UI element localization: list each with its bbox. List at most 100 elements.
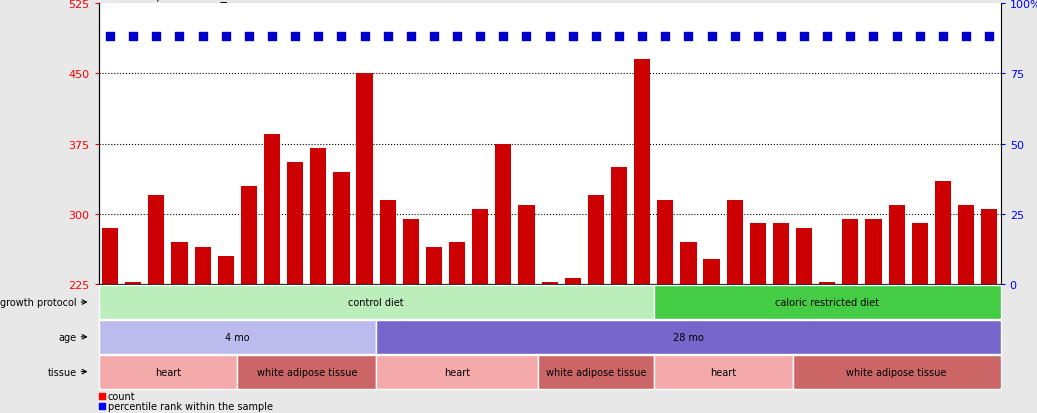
Point bbox=[333, 33, 349, 40]
Point bbox=[449, 33, 466, 40]
Point bbox=[934, 33, 951, 40]
Bar bbox=[496, 144, 511, 285]
Text: 28 mo: 28 mo bbox=[673, 332, 704, 342]
Bar bbox=[958, 205, 974, 285]
Point bbox=[171, 33, 188, 40]
Bar bbox=[634, 60, 650, 285]
Text: heart: heart bbox=[444, 367, 470, 377]
Point bbox=[981, 33, 998, 40]
Text: caloric restricted diet: caloric restricted diet bbox=[776, 297, 879, 307]
Point bbox=[865, 33, 881, 40]
Bar bbox=[792, 355, 1001, 389]
Point bbox=[402, 33, 419, 40]
Text: age: age bbox=[58, 332, 77, 342]
Bar bbox=[653, 355, 792, 389]
Bar bbox=[99, 285, 653, 319]
Point bbox=[124, 33, 141, 40]
Bar bbox=[819, 282, 835, 285]
Bar bbox=[218, 256, 234, 285]
Bar bbox=[750, 224, 766, 285]
Point bbox=[218, 33, 234, 40]
Text: 4 mo: 4 mo bbox=[225, 332, 250, 342]
Point bbox=[148, 33, 165, 40]
Bar bbox=[125, 282, 141, 285]
Point bbox=[819, 33, 836, 40]
Bar bbox=[773, 224, 789, 285]
Bar bbox=[653, 285, 1001, 319]
Point bbox=[93, 392, 110, 399]
Point bbox=[380, 33, 396, 40]
Bar bbox=[241, 186, 257, 285]
Point bbox=[611, 33, 627, 40]
Bar bbox=[357, 74, 372, 285]
Point bbox=[912, 33, 928, 40]
Point bbox=[518, 33, 535, 40]
Point bbox=[703, 33, 720, 40]
Point bbox=[541, 33, 558, 40]
Point bbox=[102, 33, 118, 40]
Bar bbox=[263, 135, 280, 285]
Text: GDS3102 / 1390698_at: GDS3102 / 1390698_at bbox=[94, 0, 240, 2]
Text: heart: heart bbox=[155, 367, 181, 377]
Bar bbox=[426, 247, 442, 285]
Point bbox=[588, 33, 605, 40]
Text: percentile rank within the sample: percentile rank within the sample bbox=[108, 401, 273, 411]
Point bbox=[472, 33, 488, 40]
Bar bbox=[380, 200, 396, 285]
Bar bbox=[287, 163, 303, 285]
Bar bbox=[680, 242, 697, 285]
Bar bbox=[912, 224, 928, 285]
Bar bbox=[703, 259, 720, 285]
Point bbox=[425, 33, 442, 40]
Point bbox=[842, 33, 859, 40]
Text: white adipose tissue: white adipose tissue bbox=[545, 367, 646, 377]
Bar bbox=[564, 278, 581, 285]
Point bbox=[310, 33, 327, 40]
Bar bbox=[171, 242, 188, 285]
Text: count: count bbox=[108, 391, 135, 401]
Text: heart: heart bbox=[710, 367, 736, 377]
Bar bbox=[889, 205, 904, 285]
Point bbox=[795, 33, 812, 40]
Bar bbox=[195, 247, 211, 285]
Bar bbox=[449, 242, 466, 285]
Point bbox=[750, 33, 766, 40]
Point bbox=[495, 33, 511, 40]
Bar bbox=[657, 200, 673, 285]
Text: control diet: control diet bbox=[348, 297, 404, 307]
Bar bbox=[333, 172, 349, 285]
Point bbox=[958, 33, 975, 40]
Point bbox=[194, 33, 211, 40]
Bar bbox=[842, 219, 859, 285]
Bar bbox=[310, 149, 327, 285]
Point bbox=[263, 33, 280, 40]
Point bbox=[889, 33, 905, 40]
Point bbox=[357, 33, 373, 40]
Text: growth protocol: growth protocol bbox=[0, 297, 77, 307]
Bar bbox=[588, 196, 604, 285]
Bar bbox=[727, 200, 742, 285]
Point bbox=[564, 33, 581, 40]
Bar bbox=[148, 196, 165, 285]
Bar bbox=[376, 355, 538, 389]
Point bbox=[93, 403, 110, 409]
Text: white adipose tissue: white adipose tissue bbox=[256, 367, 357, 377]
Point bbox=[287, 33, 304, 40]
Bar bbox=[796, 228, 812, 285]
Bar bbox=[237, 355, 376, 389]
Bar bbox=[538, 355, 653, 389]
Bar bbox=[541, 282, 558, 285]
Bar bbox=[102, 228, 118, 285]
Bar bbox=[865, 219, 881, 285]
Point bbox=[657, 33, 674, 40]
Text: white adipose tissue: white adipose tissue bbox=[846, 367, 947, 377]
Bar bbox=[472, 210, 488, 285]
Point bbox=[726, 33, 742, 40]
Point bbox=[773, 33, 789, 40]
Bar bbox=[981, 210, 998, 285]
Point bbox=[241, 33, 257, 40]
Text: tissue: tissue bbox=[48, 367, 77, 377]
Bar bbox=[376, 320, 1001, 354]
Bar bbox=[934, 182, 951, 285]
Bar bbox=[99, 355, 237, 389]
